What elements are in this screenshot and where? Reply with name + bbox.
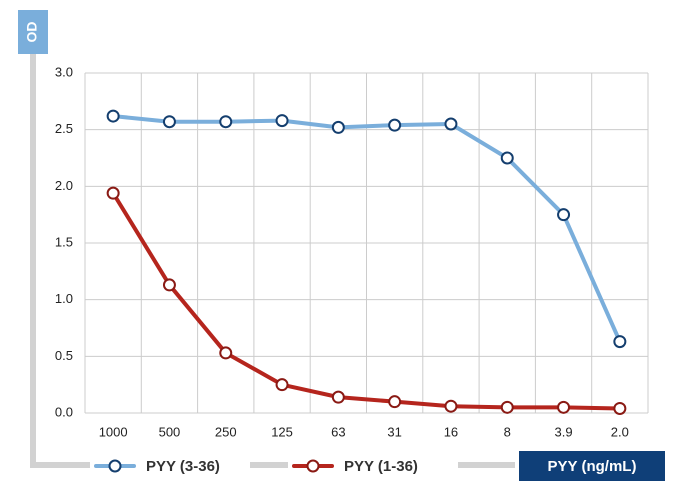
data-point	[613, 401, 627, 415]
x-tick-label: 500	[159, 424, 181, 439]
data-point	[106, 186, 120, 200]
y-axis-title: OD	[18, 10, 48, 54]
data-point	[275, 378, 289, 392]
x-tick-label: 125	[271, 424, 293, 439]
x-tick-labels: 1000 500 250 125 63 31 16 8 3.9 2.0	[99, 424, 629, 439]
data-point	[500, 400, 514, 414]
legend-swatch-marker	[306, 459, 320, 473]
x-axis-title: PYY (ng/mL)	[519, 451, 665, 481]
data-point	[106, 109, 120, 123]
legend-swatch-marker	[108, 459, 122, 473]
series-layer	[106, 109, 627, 415]
data-point	[500, 151, 514, 165]
data-point	[613, 335, 627, 349]
data-point	[331, 120, 345, 134]
grid	[84, 72, 649, 414]
x-tick-label: 8	[504, 424, 511, 439]
y-tick-labels: 0.0 0.5 1.0 1.5 2.0 2.5 3.0	[55, 64, 73, 419]
legend-label: PYY (3-36)	[146, 458, 220, 475]
data-point	[162, 115, 176, 129]
x-tick-label: 250	[215, 424, 237, 439]
data-point	[444, 399, 458, 413]
y-tick-label: 3.0	[55, 64, 73, 79]
data-point	[219, 346, 233, 360]
data-point	[557, 208, 571, 222]
y-axis-title-text: OD	[24, 22, 40, 43]
data-point	[444, 117, 458, 131]
legend: PYY (3-36) PYY (1-36)	[90, 453, 458, 479]
x-tick-label: 3.9	[555, 424, 573, 439]
x-axis-title-box	[519, 451, 665, 481]
x-tick-label: 16	[444, 424, 458, 439]
x-tick-label: 31	[387, 424, 401, 439]
x-tick-label: 1000	[99, 424, 128, 439]
y-tick-label: 2.0	[55, 178, 73, 193]
legend-item: PYY (1-36)	[288, 453, 458, 479]
x-tick-label: 63	[331, 424, 345, 439]
data-point	[331, 390, 345, 404]
series-line	[111, 114, 622, 344]
data-point	[219, 115, 233, 129]
y-tick-label: 0.0	[55, 404, 73, 419]
series-line	[111, 191, 622, 411]
y-tick-label: 1.0	[55, 291, 73, 306]
data-point	[388, 118, 402, 132]
y-tick-label: 1.5	[55, 234, 73, 249]
data-point	[388, 395, 402, 409]
data-point	[275, 114, 289, 128]
data-point	[557, 400, 571, 414]
y-tick-label: 0.5	[55, 348, 73, 363]
y-axis-title-box	[18, 10, 48, 54]
x-axis-title-text: PYY (ng/mL)	[548, 458, 637, 475]
legend-item: PYY (3-36)	[90, 453, 250, 479]
chart-frame	[30, 38, 515, 468]
data-point	[162, 278, 176, 292]
x-tick-label: 2.0	[611, 424, 629, 439]
series-0	[106, 109, 627, 349]
series-1	[106, 186, 627, 415]
y-tick-label: 2.5	[55, 121, 73, 136]
legend-label: PYY (1-36)	[344, 458, 418, 475]
